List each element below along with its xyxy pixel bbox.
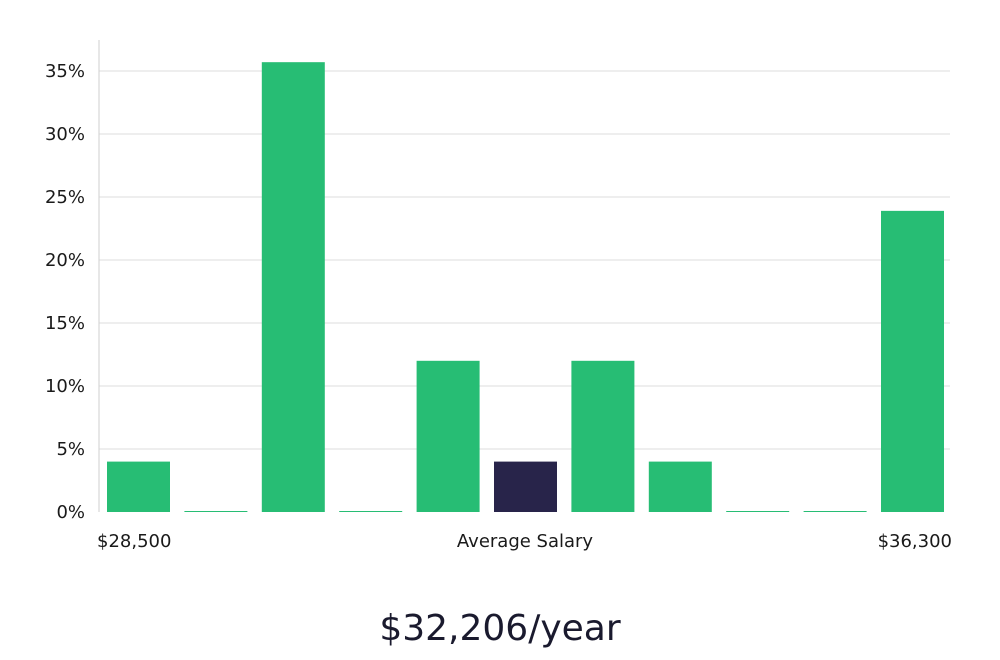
salary-histogram: 0% 5% 10% 15% 20% 25% 30% 35% $28,500 Average S…: [45, 40, 952, 552]
bar: [881, 210, 944, 513]
y-axis-ticks: 0% 5% 10% 15% 20% 25% 30% 35%: [45, 61, 85, 523]
bar: [184, 511, 248, 512]
y-tick-label: 5%: [56, 439, 85, 460]
y-tick-label: 35%: [45, 61, 85, 82]
bars: [107, 62, 944, 513]
bar: [726, 511, 790, 512]
bar: [803, 511, 867, 512]
bar: [261, 62, 325, 513]
bar: [416, 360, 480, 512]
y-tick-label: 10%: [45, 376, 85, 397]
x-max-label: $36,300: [878, 531, 952, 552]
gridlines: [99, 70, 950, 450]
x-min-label: $28,500: [97, 531, 171, 552]
bar: [339, 511, 403, 512]
y-tick-label: 15%: [45, 313, 85, 334]
average-salary-value: $32,206/year: [379, 608, 621, 649]
y-tick-label: 0%: [56, 502, 85, 523]
bar-average: [494, 461, 557, 512]
bar: [107, 461, 170, 512]
y-tick-label: 20%: [45, 250, 85, 271]
y-tick-label: 30%: [45, 124, 85, 145]
bar: [571, 360, 635, 512]
x-axis-title: Average Salary: [457, 531, 594, 552]
bar: [648, 461, 712, 512]
y-tick-label: 25%: [45, 187, 85, 208]
